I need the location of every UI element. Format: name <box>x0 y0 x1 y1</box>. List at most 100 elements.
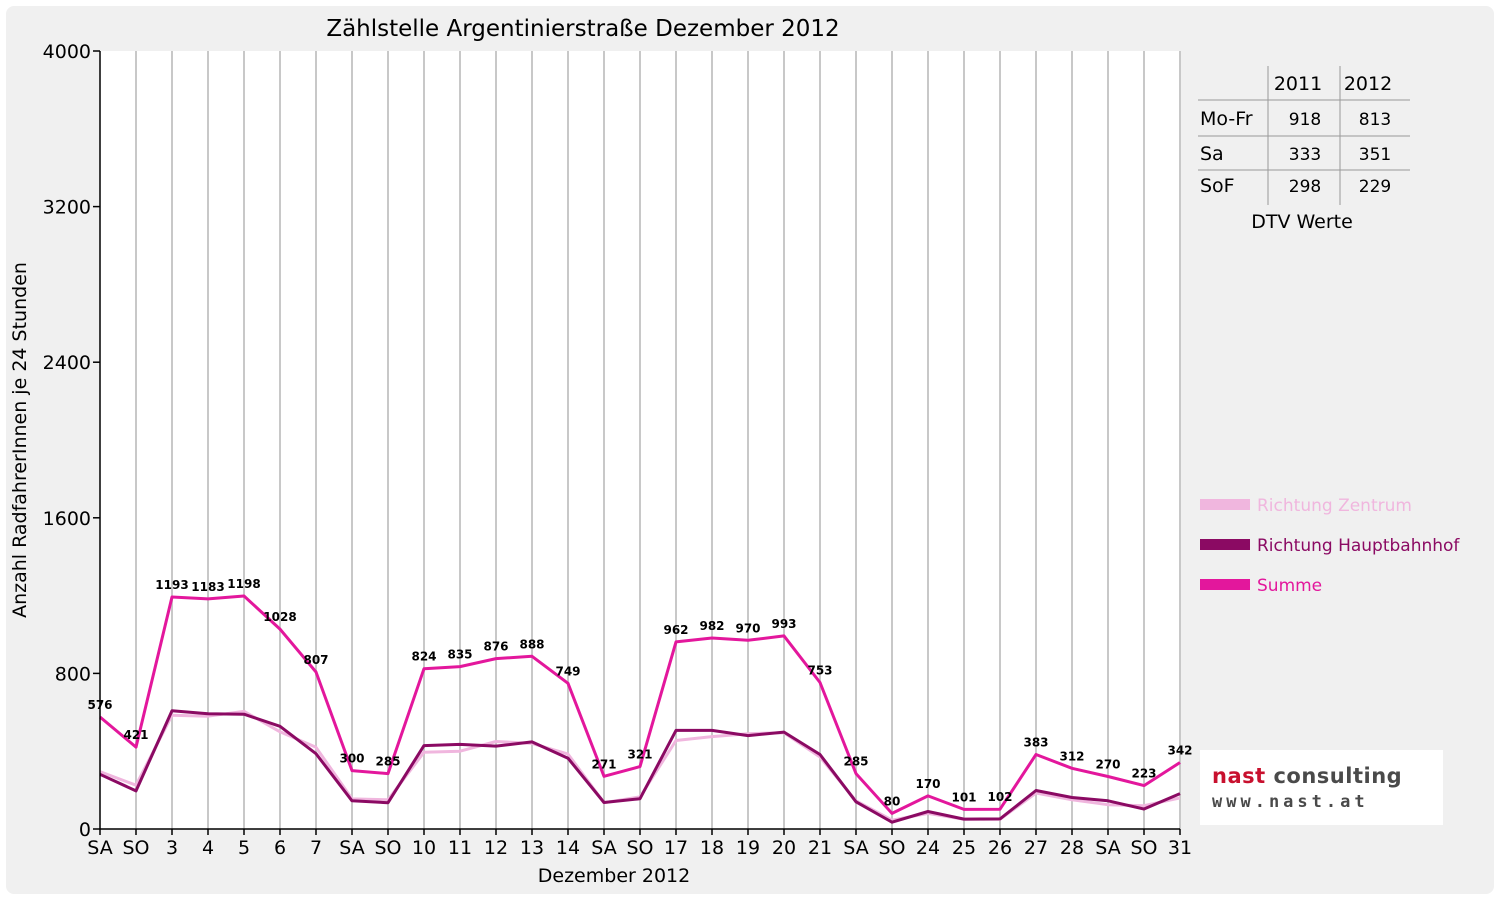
data-label: 223 <box>1131 767 1156 781</box>
x-tick-label: 10 <box>412 837 436 859</box>
data-label: 807 <box>303 653 328 667</box>
x-tick-label: 26 <box>988 837 1012 859</box>
data-label: 1028 <box>263 610 296 624</box>
data-label: 576 <box>87 698 112 712</box>
data-label: 1183 <box>191 580 224 594</box>
x-tick-label: 12 <box>484 837 508 859</box>
x-tick-label: SA <box>591 837 616 859</box>
data-label: 321 <box>627 748 652 762</box>
data-label: 993 <box>771 617 796 631</box>
x-tick-label: 21 <box>808 837 832 859</box>
x-tick-label: SO <box>374 837 401 859</box>
data-label: 753 <box>807 664 832 678</box>
data-label: 80 <box>884 794 901 808</box>
x-tick-label: 28 <box>1060 837 1084 859</box>
data-label: 1198 <box>227 577 260 591</box>
x-tick-label: 3 <box>166 837 178 859</box>
y-tick-label: 4000 <box>43 41 91 63</box>
x-axis-label: Dezember 2012 <box>538 865 690 887</box>
x-tick-label: 14 <box>556 837 580 859</box>
logo-text: nast consulting <box>1212 764 1403 788</box>
data-label: 342 <box>1167 743 1192 757</box>
nast-consulting-logo: nast consulting www.nast.at <box>1200 750 1443 825</box>
data-label: 271 <box>591 757 616 771</box>
data-label: 970 <box>735 621 760 635</box>
dtv-cell: 813 <box>1359 110 1391 130</box>
dtv-table: 2011 2012 Mo-Fr 918 813 Sa 333 351 SoF 2… <box>1198 66 1410 233</box>
x-tick-label: 18 <box>700 837 724 859</box>
dtv-cell: 298 <box>1289 177 1321 197</box>
data-labels: 576 421 1193 1183 1198 1028 807 300 285 824 835 876… <box>87 577 1192 808</box>
legend-label: Richtung Hauptbahnhof <box>1257 536 1460 556</box>
y-tick-label: 800 <box>55 663 91 685</box>
x-tick-label: SO <box>626 837 653 859</box>
legend-label: Richtung Zentrum <box>1257 496 1412 516</box>
x-tick-label: 5 <box>238 837 250 859</box>
x-tick-label: 25 <box>952 837 976 859</box>
chart-title: Zählstelle Argentinierstraße Dezember 20… <box>326 16 839 42</box>
x-tick-label: SA <box>339 837 364 859</box>
x-tick-label: SA <box>87 837 112 859</box>
data-label: 982 <box>699 619 724 633</box>
legend-swatch <box>1200 579 1250 590</box>
legend: Richtung Zentrum Richtung Hauptbahnhof Sum… <box>1200 496 1460 596</box>
x-tick-label: 11 <box>448 837 472 859</box>
y-tick-label: 1600 <box>43 508 91 530</box>
x-tick-label: SA <box>1095 837 1120 859</box>
y-axis-label: Anzahl RadfahrerInnen je 24 Stunden <box>9 262 31 618</box>
legend-swatch <box>1200 539 1250 550</box>
legend-label: Summe <box>1257 576 1322 596</box>
series-lines <box>99 594 1181 824</box>
x-tick-label: 24 <box>916 837 940 859</box>
data-label: 285 <box>843 755 868 769</box>
x-tick-label: 19 <box>736 837 760 859</box>
dtv-row-label: Sa <box>1200 143 1224 165</box>
data-label: 824 <box>411 650 436 664</box>
x-tick-label: 4 <box>202 837 214 859</box>
x-tick-label: 13 <box>520 837 544 859</box>
y-tick-label: 3200 <box>43 197 91 219</box>
x-tick-label: 7 <box>310 837 322 859</box>
dtv-cell: 918 <box>1289 110 1321 130</box>
data-label: 421 <box>123 728 148 742</box>
x-tick-label: 31 <box>1168 837 1192 859</box>
dtv-cell: 229 <box>1359 177 1391 197</box>
x-tick-label: SO <box>122 837 149 859</box>
dtv-header-2011: 2011 <box>1274 73 1322 95</box>
x-tick-label: 20 <box>772 837 796 859</box>
data-label: 270 <box>1095 757 1120 771</box>
data-label: 876 <box>483 640 508 654</box>
x-tick-label: SO <box>878 837 905 859</box>
logo-url: www.nast.at <box>1212 792 1369 812</box>
data-label: 835 <box>447 648 472 662</box>
dtv-caption: DTV Werte <box>1251 211 1353 233</box>
data-label: 962 <box>663 623 688 637</box>
data-label: 170 <box>915 777 940 791</box>
x-tick-label: SO <box>1130 837 1157 859</box>
data-label: 102 <box>987 790 1012 804</box>
dtv-row-label: Mo-Fr <box>1200 108 1253 130</box>
x-tick-label: 27 <box>1024 837 1048 859</box>
data-label: 1193 <box>155 578 188 592</box>
x-tick-label: SA <box>843 837 868 859</box>
x-tick-label: 17 <box>664 837 688 859</box>
series-line <box>99 594 1181 815</box>
data-label: 383 <box>1023 736 1048 750</box>
data-label: 101 <box>951 790 976 804</box>
grid <box>100 51 1181 829</box>
y-tick-label: 0 <box>79 819 91 841</box>
data-label: 749 <box>555 664 580 678</box>
dtv-cell: 351 <box>1359 145 1391 165</box>
data-label: 300 <box>339 752 364 766</box>
legend-swatch <box>1200 499 1250 510</box>
data-label: 285 <box>375 755 400 769</box>
data-label: 888 <box>519 637 544 651</box>
dtv-cell: 333 <box>1289 145 1321 165</box>
data-label: 312 <box>1059 749 1084 763</box>
dtv-row-label: SoF <box>1200 175 1235 197</box>
x-tick-label: 6 <box>274 837 286 859</box>
series-line <box>99 709 1181 824</box>
dtv-header-2012: 2012 <box>1344 73 1392 95</box>
